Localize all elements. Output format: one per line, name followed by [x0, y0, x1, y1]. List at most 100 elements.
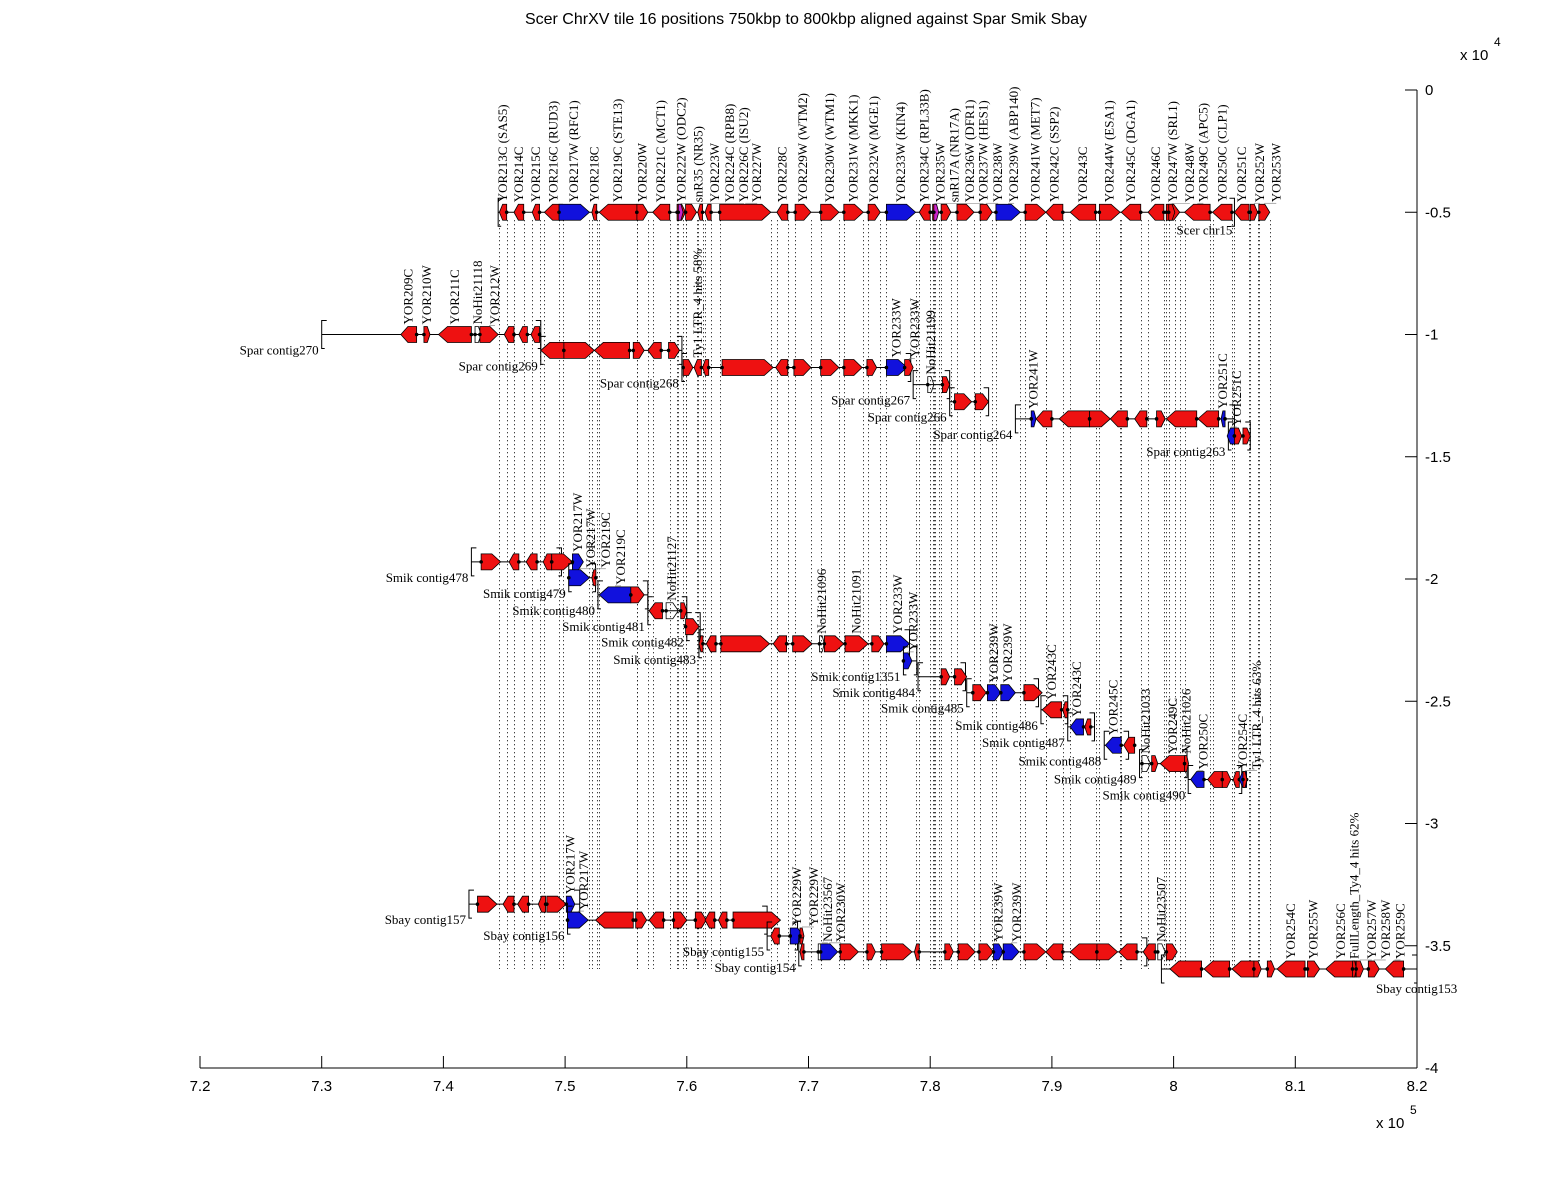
gene-label: NoHit21127	[664, 536, 679, 601]
y-axis: x 10 4 0 -0.5 -1 -1.5 -2 -2.5 -3 -3.5 -4	[1405, 35, 1501, 1077]
gene-junction-dot	[1050, 417, 1054, 421]
gene-junction-dot	[977, 950, 981, 954]
gene-arrow	[1024, 203, 1047, 221]
contig-start-bracket	[798, 937, 804, 967]
gene-junction-dot	[699, 365, 704, 370]
gene-arrow	[927, 376, 935, 394]
gene-label: NoHit21033	[1138, 689, 1153, 754]
gene-junction-dot	[1194, 417, 1199, 421]
gene-junction-dot	[1022, 690, 1026, 695]
gene-label: YOR233W	[906, 591, 921, 651]
gene-arrow	[591, 203, 598, 221]
gene-junction-dot	[473, 332, 477, 337]
gene-arrow	[1197, 410, 1220, 428]
gene-arrow	[721, 359, 774, 376]
x-tick-label: 8.2	[1407, 1078, 1428, 1095]
gene-arrow	[685, 618, 700, 636]
gene-arrow	[732, 911, 782, 929]
contig-smik-contig481	[647, 596, 688, 626]
x-tick-label: 7.2	[190, 1078, 211, 1095]
gene-arrow	[940, 203, 952, 221]
contig-start-bracket	[1040, 695, 1046, 725]
gene-label: YOR231W (MKK1)	[846, 95, 861, 203]
gene-junction-dot	[1149, 761, 1154, 766]
gene-label: YOR217W	[576, 850, 591, 910]
gene-arrow	[1035, 410, 1053, 428]
gene-label: YOR243C	[1069, 661, 1084, 717]
contig-spar-contig268	[681, 353, 914, 383]
gene-label: YOR212W	[487, 265, 502, 325]
gene-label: YOR229W (WTM2)	[795, 93, 810, 202]
gene-label: YOR247W (SRL1)	[1165, 101, 1180, 202]
y-tick-label: 0	[1425, 82, 1433, 99]
gene-label: YOR217W (RFC1)	[566, 100, 581, 202]
gene-junction-dot	[667, 210, 672, 215]
gene-junction-dot	[956, 950, 960, 954]
x-tick-label: 7.8	[920, 1078, 941, 1095]
contig-start-bracket	[1014, 404, 1021, 434]
gene-label: YOR217W	[563, 834, 578, 894]
gene-junction-dot	[517, 560, 521, 564]
gene-junction-dot	[1350, 967, 1355, 971]
gene-junction-dot	[635, 210, 639, 215]
contig-label: Spar contig264	[933, 427, 1013, 442]
gene-label: YOR244W (ESA1)	[1102, 100, 1117, 202]
contig-start-bracket	[917, 662, 924, 692]
gene-arrow	[593, 341, 631, 359]
gene-junction-dot	[666, 348, 671, 353]
gene-arrow	[819, 635, 825, 653]
contig-start-bracket	[766, 921, 773, 951]
gene-arrow	[1023, 943, 1047, 961]
contig-end-bracket	[642, 580, 649, 610]
gene-arrow	[1096, 943, 1119, 961]
gene-junction-dot	[631, 348, 636, 353]
gene-arrow	[1249, 203, 1259, 221]
gene-arrow	[1142, 943, 1156, 961]
gene-junction-dot	[841, 210, 846, 215]
gene-label: YOR249C (APC5)	[1195, 103, 1210, 202]
gene-arrow	[1168, 203, 1176, 221]
gene-junction-dot	[535, 560, 539, 564]
contig-label: Smik contig489	[1054, 772, 1137, 787]
gene-label: YOR242C (SSP2)	[1046, 107, 1061, 203]
gene-arrow	[530, 326, 540, 343]
gene-arrow	[799, 927, 805, 945]
contig-smik-contig480	[597, 580, 649, 610]
gene-arrow	[702, 359, 710, 376]
gene-junction-dot	[970, 690, 975, 695]
gene-label: YOR241W	[1026, 349, 1041, 409]
gene-junction-dot	[939, 210, 943, 215]
gene-arrow	[885, 359, 908, 376]
gene-junction-dot	[719, 641, 723, 646]
gene-arrow	[400, 326, 418, 343]
contig-label: Smik contig478	[386, 570, 469, 585]
gene-arrow	[843, 359, 863, 376]
gene-junction-dot	[1227, 967, 1232, 971]
gene-junction-dot	[1140, 761, 1144, 766]
gene-arrow	[933, 203, 940, 221]
gene-label: YOR255W	[1306, 899, 1321, 959]
contig-label: Smik contig490	[1103, 787, 1186, 802]
gene-label: FullLength_Ty4_4 hits 62%	[1346, 812, 1361, 959]
contig-end-bracket	[1089, 712, 1095, 742]
gene-junction-dot	[422, 332, 426, 337]
gene-arrow	[1276, 960, 1306, 978]
contig-smik-contig484	[917, 662, 968, 692]
gene-junction-dot	[793, 210, 797, 215]
gene-arrow	[1120, 203, 1142, 221]
gene-arrow	[993, 943, 1004, 961]
gene-junction-dot	[1119, 743, 1124, 748]
gene-arrow	[954, 393, 973, 411]
gene-junction-dot	[1089, 725, 1093, 729]
contig-smik-contig483	[698, 629, 911, 659]
gene-arrow	[1242, 771, 1248, 788]
gene-arrow	[508, 553, 520, 571]
gene-label: YOR239W	[1000, 623, 1015, 683]
gene-label: Ty1 LTR_4 hits 58%	[690, 249, 705, 358]
y-exponent-power: 4	[1494, 35, 1501, 49]
gene-label: Ty1 LTR_4 hits 63%	[1249, 661, 1264, 770]
gene-arrow	[986, 684, 1002, 702]
gene-junction-dot	[1208, 210, 1212, 215]
gene-label: YOR233W	[890, 574, 905, 634]
gene-junction-dot	[512, 902, 516, 906]
